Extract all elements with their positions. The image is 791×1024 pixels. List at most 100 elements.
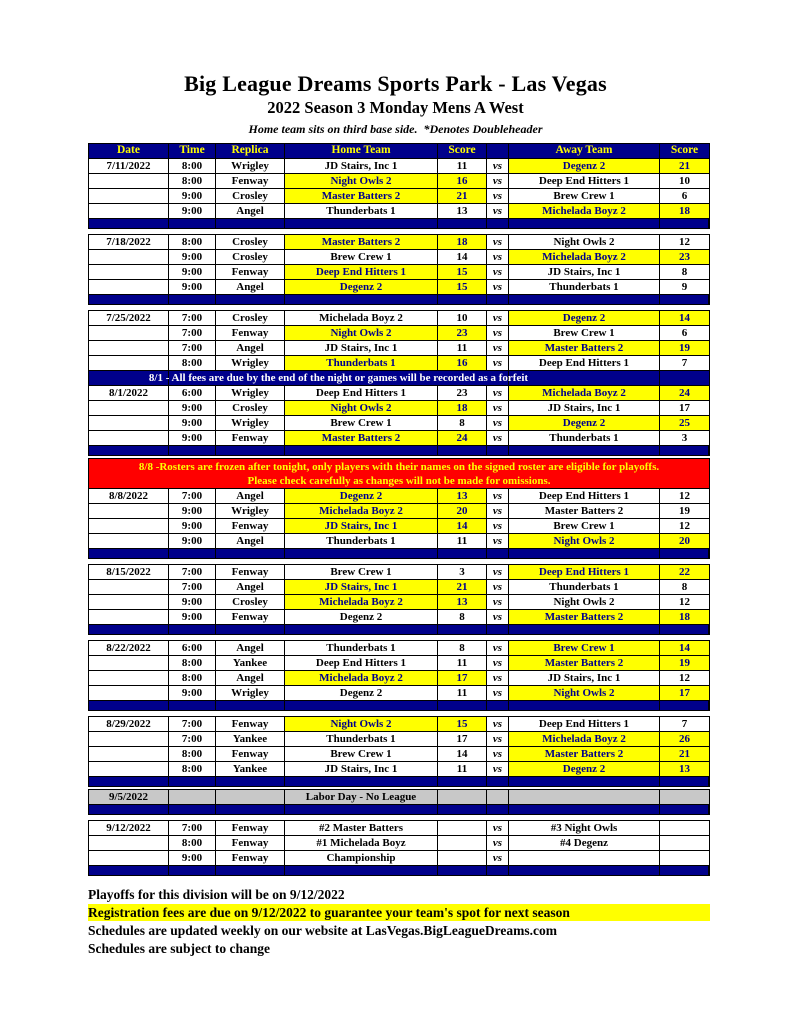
vs-cell: vs — [487, 189, 509, 203]
vs-cell: vs — [487, 401, 509, 415]
time-cell: 7:00 — [169, 717, 216, 731]
away-score-cell — [660, 836, 709, 850]
date-cell — [89, 341, 169, 355]
separator-cell — [487, 549, 509, 558]
away-score-cell: 19 — [660, 656, 709, 670]
away-score-cell: 8 — [681, 265, 688, 278]
replica-cell: Angel — [216, 534, 285, 548]
separator-cell — [438, 777, 487, 786]
separator-cell — [169, 866, 216, 875]
separator-cell — [509, 219, 660, 228]
banner-text: Please check carefully as changes will n… — [247, 474, 551, 487]
away-score-cell: 23 — [660, 250, 709, 264]
separator-cell — [89, 777, 169, 786]
away-team-cell: Brew Crew 1 — [509, 189, 660, 203]
time-cell: 9:00 — [169, 851, 216, 865]
replica-cell: Wrigley — [216, 504, 285, 518]
home-team-cell: JD Stairs, Inc 1 — [285, 519, 438, 533]
home-score-cell: 13 — [438, 204, 487, 218]
away-team-cell: Thunderbats 1 — [509, 280, 660, 294]
away-team-cell: Master Batters 2 — [509, 610, 660, 624]
vs-cell: vs — [487, 204, 509, 218]
labor-day-row: 9/5/2022 Labor Day - No League — [88, 789, 710, 805]
game-row: 9:00 Crosley Michelada Boyz 2 13 vs Night Owl… — [88, 594, 710, 610]
home-team-cell: JD Stairs, Inc 1 — [285, 159, 438, 173]
replica-cell: Angel — [216, 280, 285, 294]
away-score-cell: 7 — [681, 356, 688, 369]
away-team-cell: Night Owls 2 — [509, 595, 660, 609]
game-row: 8/22/2022 6:00 Angel Thunderbats 1 8 vs Brew C… — [88, 640, 710, 656]
game-row: 9:00 Fenway Degenz 2 8 vs Master Batters 2 18 — [88, 609, 710, 625]
vs-cell: vs — [487, 356, 509, 370]
time-cell: 9:00 — [169, 686, 216, 700]
separator-cell — [660, 446, 709, 455]
time-cell: 7:00 — [169, 821, 216, 835]
game-row: 9:00 Crosley Night Owls 2 18 vs JD Stairs, In… — [88, 400, 710, 416]
home-team-cell: Michelada Boyz 2 — [285, 595, 438, 609]
away-score-cell: 19 — [679, 504, 690, 517]
separator-cell — [89, 805, 169, 814]
separator-cell — [285, 866, 438, 875]
column-header-replica: Replica — [216, 144, 285, 158]
time-cell: 9:00 — [169, 204, 216, 218]
vs-cell: vs — [487, 717, 509, 731]
separator-cell — [660, 701, 709, 710]
separator-cell — [438, 219, 487, 228]
away-team-cell: Brew Crew 1 — [509, 641, 660, 655]
time-cell: 7:00 — [169, 311, 216, 325]
away-team-cell: Brew Crew 1 — [509, 519, 660, 533]
vs-cell: vs — [487, 821, 509, 835]
date-cell — [89, 595, 169, 609]
away-score-cell: 21 — [660, 159, 709, 173]
home-score-cell: 8 — [438, 641, 487, 655]
away-score-cell: 22 — [660, 565, 709, 579]
replica-cell: Angel — [216, 641, 285, 655]
home-score-cell: 11 — [438, 341, 487, 355]
season-subtitle: 2022 Season 3 Monday Mens A West — [267, 98, 524, 117]
separator-cell — [509, 805, 660, 814]
vs-cell: vs — [487, 174, 509, 188]
away-team-cell: Degenz 2 — [509, 159, 660, 173]
separator-cell — [487, 625, 509, 634]
time-cell: 8:00 — [169, 671, 216, 685]
away-team-cell: Degenz 2 — [509, 762, 660, 776]
replica-cell: Fenway — [216, 821, 285, 835]
home-team-cell: Deep End Hitters 1 — [285, 265, 438, 279]
time-cell: 9:00 — [169, 534, 216, 548]
separator-cell — [285, 805, 438, 814]
away-team-cell: Master Batters 2 — [509, 504, 660, 518]
away-team-cell: Degenz 2 — [509, 311, 660, 325]
time-cell: 8:00 — [169, 762, 216, 776]
home-team-cell: Master Batters 2 — [285, 189, 438, 203]
vs-cell: vs — [487, 519, 509, 533]
home-team-cell: Deep End Hitters 1 — [285, 386, 438, 400]
roster-freeze-banner: 8/8 -Rosters are frozen after tonight, o… — [88, 458, 710, 489]
vs-cell: vs — [487, 580, 509, 594]
away-team-cell: Deep End Hitters 1 — [509, 174, 660, 188]
separator-cell — [438, 805, 487, 814]
game-row: 7:00 Fenway Night Owls 2 23 vs Brew Crew 1 6 — [88, 325, 710, 341]
away-score-cell: 14 — [660, 641, 709, 655]
away-score-cell: 10 — [679, 174, 690, 187]
separator-cell — [169, 295, 216, 304]
separator-cell — [487, 866, 509, 875]
home-team-cell: Thunderbats 1 — [285, 356, 438, 370]
time-cell: 7:00 — [169, 732, 216, 746]
home-score-cell: 23 — [438, 386, 487, 400]
home-team-cell: Thunderbats 1 — [285, 732, 438, 746]
home-score-cell: 8 — [438, 416, 487, 430]
time-cell: 7:00 — [169, 489, 216, 503]
game-row: 9/12/2022 7:00 Fenway #2 Master Batters vs #3… — [88, 820, 710, 836]
separator-row — [88, 294, 710, 305]
game-row: 9:00 Wrigley Brew Crew 1 8 vs Degenz 2 25 — [88, 415, 710, 431]
home-score-cell: 3 — [438, 565, 487, 579]
home-score-cell: 14 — [438, 519, 487, 533]
away-team-cell: Deep End Hitters 1 — [509, 356, 660, 370]
game-row: 8/15/2022 7:00 Fenway Brew Crew 1 3 vs Deep En… — [88, 564, 710, 580]
away-score-cell: 18 — [660, 204, 709, 218]
home-team-cell: JD Stairs, Inc 1 — [285, 341, 438, 355]
replica-cell: Fenway — [216, 747, 285, 761]
time-cell: 7:00 — [169, 326, 216, 340]
time-cell: 6:00 — [169, 641, 216, 655]
away-team-cell — [509, 851, 660, 865]
